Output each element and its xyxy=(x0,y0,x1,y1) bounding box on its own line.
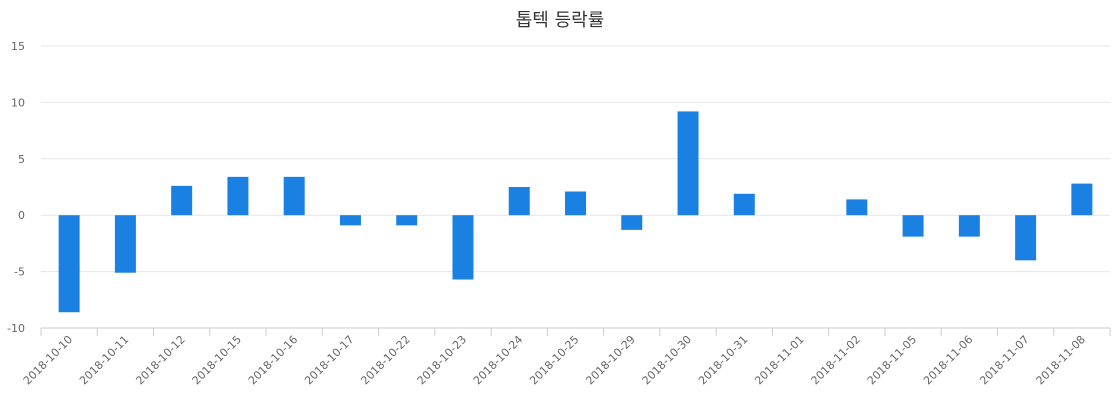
bar-2018-10-17[interactable] xyxy=(339,215,361,226)
y-tick-label: 5 xyxy=(18,153,25,166)
y-axis-ticks: 15 10 5 0 -5 -10 xyxy=(7,40,25,335)
x-tick-label: 2018-10-17 xyxy=(302,333,356,387)
bars xyxy=(58,111,1093,313)
x-tick-label: 2018-11-07 xyxy=(977,333,1031,387)
x-tick-label: 2018-11-08 xyxy=(1034,333,1088,387)
bar-2018-10-25[interactable] xyxy=(565,191,586,216)
y-tick-label: -5 xyxy=(14,266,25,279)
bar-2018-10-30[interactable] xyxy=(677,111,699,216)
x-tick-label: 2018-10-11 xyxy=(77,333,131,387)
bar-2018-10-29[interactable] xyxy=(621,215,643,230)
bar-2018-11-07[interactable] xyxy=(1015,215,1037,261)
chart-title: 톱텍 등락률 xyxy=(515,10,605,31)
x-axis-tick-labels: 2018-10-10 2018-10-11 2018-10-12 2018-10-15… xyxy=(21,333,1088,387)
x-tick-label: 2018-10-24 xyxy=(471,333,525,387)
bar-2018-11-06[interactable] xyxy=(958,215,980,237)
bar-2018-10-24[interactable] xyxy=(508,187,530,216)
gridlines xyxy=(41,45,1110,273)
y-tick-label: 10 xyxy=(11,96,25,109)
y-tick-label: -10 xyxy=(7,322,25,335)
bar-2018-10-10[interactable] xyxy=(58,215,80,313)
x-tick-label: 2018-11-05 xyxy=(865,333,919,387)
bar-2018-10-12[interactable] xyxy=(171,185,193,216)
x-tick-label: 2018-10-30 xyxy=(640,333,694,387)
bar-2018-10-11[interactable] xyxy=(114,215,136,273)
bar-2018-10-31[interactable] xyxy=(733,193,755,216)
y-tick-label: 0 xyxy=(18,209,25,222)
x-tick-label: 2018-10-16 xyxy=(246,333,300,387)
x-tick-label: 2018-10-25 xyxy=(527,333,581,387)
x-tick-label: 2018-10-15 xyxy=(190,333,244,387)
bar-2018-11-02[interactable] xyxy=(846,199,868,216)
x-tick-label: 2018-10-29 xyxy=(583,333,637,387)
x-tick-label: 2018-11-01 xyxy=(752,333,806,387)
x-tick-label: 2018-11-02 xyxy=(809,333,863,387)
bar-2018-10-22[interactable] xyxy=(396,215,418,226)
bar-2018-10-23[interactable] xyxy=(452,215,474,280)
x-tick-label: 2018-10-31 xyxy=(696,333,750,387)
x-tick-label: 2018-10-22 xyxy=(358,333,412,387)
x-tick-label: 2018-10-10 xyxy=(21,333,75,387)
bar-2018-10-15[interactable] xyxy=(227,176,249,216)
x-axis xyxy=(40,327,1111,336)
x-tick-label: 2018-10-12 xyxy=(133,333,187,387)
bar-2018-10-16[interactable] xyxy=(283,176,305,216)
x-tick-label: 2018-11-06 xyxy=(921,333,975,387)
y-tick-label: 15 xyxy=(11,40,25,53)
x-tick-label: 2018-10-23 xyxy=(415,333,469,387)
bar-2018-11-05[interactable] xyxy=(902,215,924,237)
bar-2018-11-08[interactable] xyxy=(1071,183,1093,216)
